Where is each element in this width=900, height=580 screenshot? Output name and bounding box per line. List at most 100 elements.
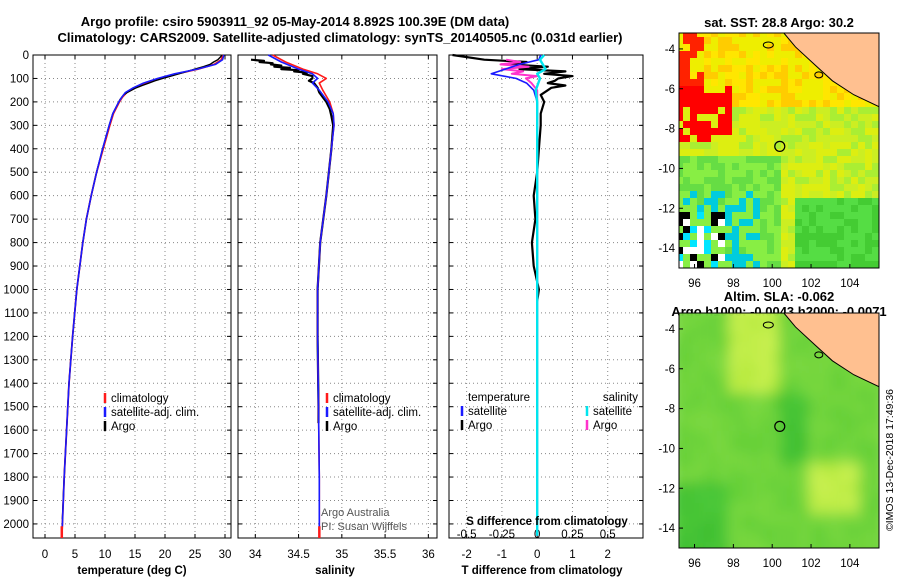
sla-map-cell <box>819 523 830 534</box>
sst-map-cell <box>844 163 852 171</box>
sla-map-cell <box>749 523 760 534</box>
sst-map-cell <box>679 191 684 199</box>
sst-map-cell <box>795 177 803 185</box>
sst-map-cell <box>753 51 761 59</box>
sla-map-cell <box>679 373 690 384</box>
sst-map-cell <box>697 247 705 255</box>
sst-map-cell <box>690 240 698 248</box>
sst-map-cell <box>879 44 887 52</box>
y-tick-label: 500 <box>10 167 29 179</box>
sst-map-cell <box>879 247 887 255</box>
sst-map-cell <box>690 233 698 241</box>
sla-map-cell <box>759 443 770 454</box>
sst-map-cell <box>760 149 768 157</box>
sst-map-cell <box>809 114 817 122</box>
sst-map-cell <box>711 184 719 192</box>
salinity-panel: 34 34.5 35 35.5 36climatologysatellite-adj. … <box>237 54 438 561</box>
sst-map-cell <box>690 254 698 262</box>
sla-map-cell <box>799 513 810 524</box>
sla-map-cell <box>839 453 850 464</box>
sst-map-cell <box>767 121 775 129</box>
sst-map-cell <box>746 135 754 143</box>
sla-map-cell <box>719 433 730 444</box>
sst-map-cell <box>851 198 859 206</box>
sla-map-cell <box>769 523 780 534</box>
sst-map-panel: 96 98 100 102 104-4-6-8-10-12-14 <box>658 32 894 290</box>
map-x-tick-label: 100 <box>763 278 782 290</box>
sla-map-cell <box>739 493 750 504</box>
y-tick-label: 600 <box>10 191 29 203</box>
sst-map-cell <box>679 226 684 234</box>
sla-map-cell <box>719 343 730 354</box>
sla-map-cell <box>829 443 840 454</box>
sst-map-cell <box>718 177 726 185</box>
sst-map-cell <box>830 121 838 129</box>
sst-map-cell <box>788 142 796 150</box>
sla-map-cell <box>799 433 810 444</box>
x-tick-label: 30 <box>219 549 232 561</box>
sst-map-cell <box>746 177 754 185</box>
sst-map-cell <box>879 268 887 276</box>
sst-map-cell <box>669 142 677 150</box>
sla-map-cell <box>729 423 740 434</box>
sst-map-cell <box>679 121 684 129</box>
sla-map-cell <box>829 463 840 474</box>
sst-map-cell <box>886 86 894 94</box>
sst-map-cell <box>704 226 712 234</box>
sla-map-cell <box>679 513 690 524</box>
sla-map-cell <box>879 323 890 334</box>
sst-map-cell <box>844 212 852 220</box>
map-x-tick-label: 100 <box>763 558 782 570</box>
sst-map-cell <box>697 254 705 262</box>
sla-map-cell <box>869 553 880 564</box>
sla-map-cell <box>809 423 820 434</box>
sst-map-cell <box>697 240 705 248</box>
sst-map-cell <box>725 205 733 213</box>
sla-map-cell <box>809 543 820 548</box>
sst-map-cell <box>732 128 740 136</box>
temperature-legend-satellite-label: satellite-adj. clim. <box>111 407 199 419</box>
sst-map-cell <box>725 156 733 164</box>
sst-map-cell <box>816 86 824 94</box>
sst-map-cell <box>725 198 733 206</box>
sla-map-cell <box>679 343 690 354</box>
sst-map-cell <box>697 170 705 178</box>
sla-map-cell <box>749 513 760 524</box>
sst-map-cell <box>746 121 754 129</box>
sla-map-cell <box>699 353 710 364</box>
sst-map-cell <box>679 142 684 150</box>
sst-map-cell <box>830 107 838 115</box>
sst-map-cell <box>669 135 677 143</box>
sst-map-cell <box>679 247 684 255</box>
sst-map-cell <box>802 65 810 73</box>
sst-map-cell <box>732 156 740 164</box>
sla-map-cell <box>869 513 879 524</box>
sla-map-cell <box>779 313 790 324</box>
sst-map-cell <box>865 240 873 248</box>
sst-map-cell <box>802 149 810 157</box>
sst-map-cell <box>718 86 726 94</box>
sst-map-cell <box>683 37 691 45</box>
sla-map-island <box>762 321 774 329</box>
sla-map-cell <box>779 433 790 444</box>
sla-map-cell <box>779 333 790 344</box>
sla-map-cell <box>769 513 780 524</box>
sst-map-cell <box>837 226 845 234</box>
sst-map-cell <box>886 212 894 220</box>
difference-s-tick-label: -0.25 <box>489 529 515 541</box>
sst-map-cell <box>774 163 782 171</box>
sst-map-cell <box>683 44 691 52</box>
sla-map-cell <box>879 553 890 564</box>
sst-map-cell <box>823 268 831 276</box>
sla-map-cell <box>709 333 720 344</box>
sla-map-cell <box>839 543 850 548</box>
sst-map-cell <box>872 135 879 143</box>
sst-map-cell <box>809 163 817 171</box>
sst-map-cell <box>697 65 705 73</box>
sla-map-cell <box>789 473 800 484</box>
sst-map-cell <box>830 163 838 171</box>
sst-map-cell <box>704 93 712 101</box>
sst-map-cell <box>760 107 768 115</box>
sst-map-cell <box>816 219 824 227</box>
